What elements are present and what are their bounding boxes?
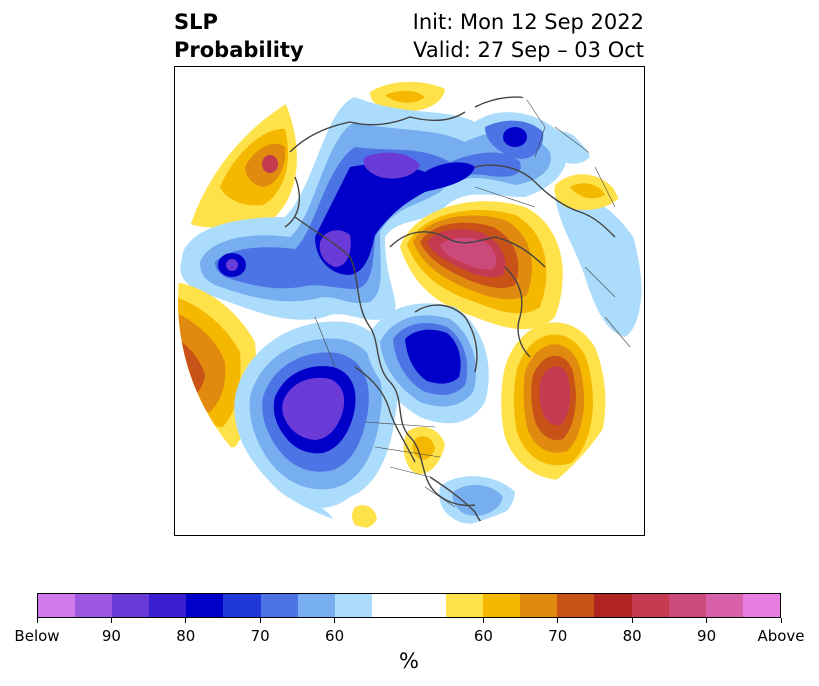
colorbar-tick-label: 90 [101,627,121,645]
colorbar-tick-label: 90 [697,627,717,645]
colorbar-segment [520,594,558,617]
colorbar-segment [483,594,521,617]
colorbar [37,593,781,618]
colorbar-tick-label: Below [14,627,60,645]
colorbar-segment [260,594,298,617]
colorbar-segment [334,594,372,617]
colorbar-tick-mark [334,618,336,623]
colorbar-segment [75,594,113,617]
colorbar-segment [223,594,261,617]
colorbar-tick-mark [557,618,559,623]
date-info: Init: Mon 12 Sep 2022 Valid: 27 Sep – 03… [413,8,644,64]
colorbar-segment [297,594,335,617]
colorbar-segment [186,594,224,617]
colorbar-tick-mark [482,618,484,623]
anomaly-above-atlantic [501,322,606,480]
anomaly-above-siberia [554,174,620,210]
probability-map [174,66,645,536]
anomaly-below-east [548,131,642,337]
title-line-1: SLP [174,10,218,34]
colorbar-tick-label: 60 [473,627,493,645]
colorbar-tick-label: 80 [176,627,196,645]
valid-date: Valid: 27 Sep – 03 Oct [413,38,644,62]
colorbar-segment [38,594,76,617]
colorbar-tick-mark [36,618,38,623]
colorbar-segment [149,594,187,617]
anomaly-above-northwest [185,102,297,228]
init-date: Init: Mon 12 Sep 2022 [412,10,644,34]
colorbar-tick-mark [259,618,261,623]
anomaly-below-arctic [180,97,568,320]
map-title: SLP Probability [174,8,304,64]
colorbar-tick-mark [110,618,112,623]
colorbar-tick-mark [185,618,187,623]
colorbar-segment [446,594,484,617]
coastlines [284,96,616,532]
colorbar-segment [668,594,706,617]
colorbar-tick-label: 80 [622,627,642,645]
colorbar-tick-mark [631,618,633,623]
colorbar-tick-label: 70 [548,627,568,645]
colorbar-segment [742,594,780,617]
colorbar-tick-label: 60 [325,627,345,645]
title-line-2: Probability [174,38,304,62]
map-svg [178,68,642,532]
colorbar-segment [371,594,447,617]
colorbar-segment [112,594,150,617]
colorbar-tick-mark [780,618,782,623]
colorbar-unit: % [399,649,419,673]
anomaly-above-north [370,81,445,113]
colorbar-segment [557,594,595,617]
anomaly-below-greenland [365,303,489,424]
colorbar-tick-label: Above [757,627,805,645]
colorbar-tick-mark [706,618,708,623]
colorbar-segment [594,594,632,617]
colorbar-segment [705,594,743,617]
colorbar-tick-label: 70 [250,627,270,645]
probability-shading [178,68,642,532]
colorbar-segment [631,594,669,617]
